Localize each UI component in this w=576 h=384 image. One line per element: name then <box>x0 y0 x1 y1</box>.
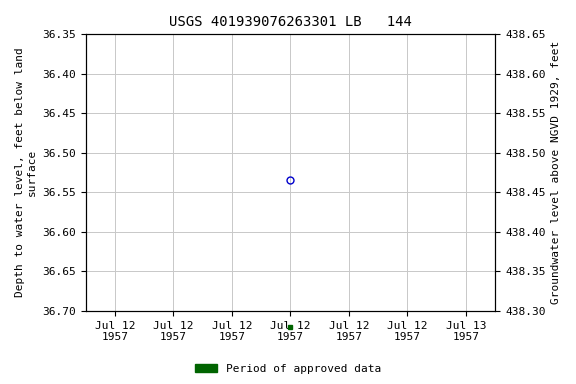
Y-axis label: Depth to water level, feet below land
surface: Depth to water level, feet below land su… <box>15 48 37 298</box>
Legend: Period of approved data: Period of approved data <box>191 359 385 379</box>
Title: USGS 401939076263301 LB   144: USGS 401939076263301 LB 144 <box>169 15 412 29</box>
Y-axis label: Groundwater level above NGVD 1929, feet: Groundwater level above NGVD 1929, feet <box>551 41 561 304</box>
